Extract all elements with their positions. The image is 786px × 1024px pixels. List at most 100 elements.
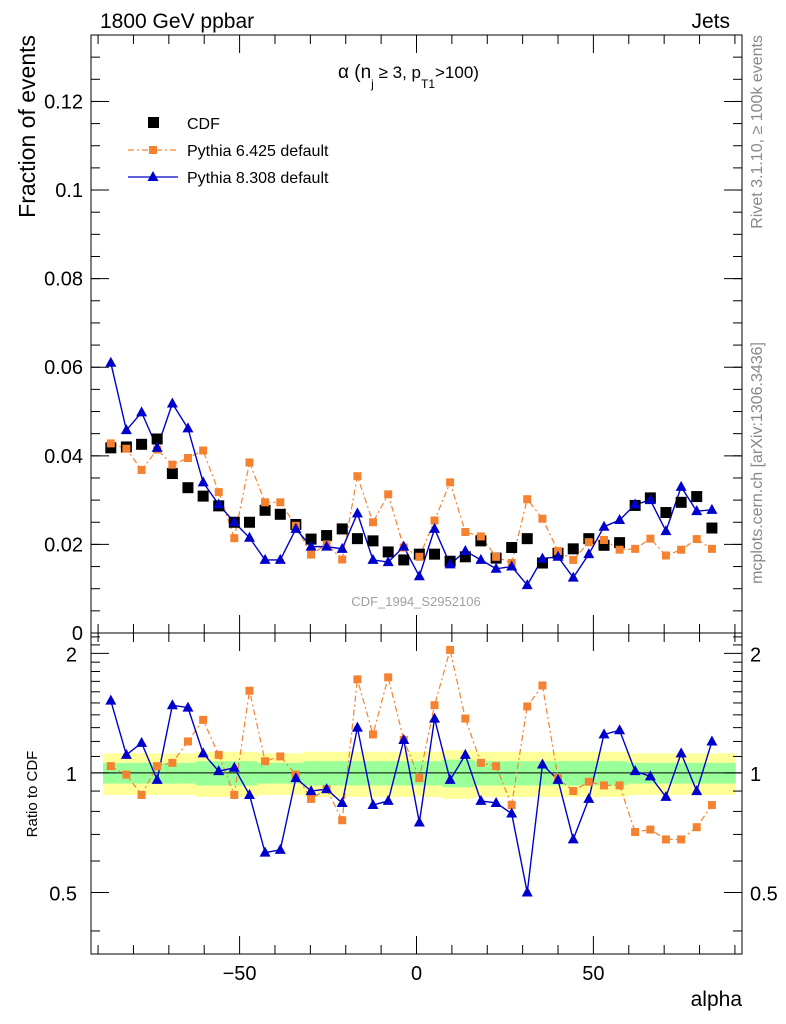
ratio-point-pythia8 — [290, 772, 302, 783]
data-point-pythia8 — [614, 514, 626, 525]
main-ytick-label: 0.1 — [55, 180, 83, 202]
data-point-pythia8 — [120, 424, 132, 435]
data-point-pythia8 — [197, 476, 209, 487]
ratio-point-pythia8 — [598, 728, 610, 739]
data-point-pythia8 — [321, 540, 333, 551]
ratio-point-pythia8 — [120, 748, 132, 759]
main-ytick-label: 0 — [72, 623, 83, 645]
ratio-point-pythia6 — [523, 702, 532, 711]
ratio-point-pythia8 — [151, 773, 163, 784]
data-point-pythia8 — [382, 556, 394, 567]
legend-label-pythia6: Pythia 6.425 default — [187, 143, 329, 160]
ratio-point-pythia8 — [244, 788, 256, 799]
data-point-cdf — [351, 533, 363, 545]
ratio-panel-frame — [90, 632, 743, 955]
ratio-point-pythia6 — [615, 781, 624, 790]
legend-label-pythia8: Pythia 8.308 default — [187, 170, 329, 187]
header-right: Jets — [691, 10, 730, 33]
data-point-pythia6 — [661, 551, 670, 560]
main-ytick-label: 0.06 — [44, 357, 83, 379]
data-point-pythia6 — [415, 552, 424, 561]
data-point-pythia6 — [446, 478, 455, 487]
ratio-point-pythia6 — [415, 774, 424, 783]
data-point-cdf — [197, 490, 209, 502]
data-point-cdf — [367, 535, 379, 547]
main-panel: 0 0.02 0.04 0.06 0.08 0.1 0.12 CDF_1994_S29521… — [14, 34, 743, 645]
ratio-point-pythia6 — [137, 790, 146, 799]
ratio-point-pythia6 — [646, 825, 655, 834]
data-point-cdf — [274, 508, 286, 520]
data-point-pythia8 — [459, 545, 471, 556]
main-title: α (nj ≥ 3, pT1>100) — [338, 62, 479, 91]
ratio-point-pythia6 — [307, 794, 316, 803]
data-point-cdf — [136, 438, 148, 450]
data-point-pythia8 — [583, 548, 595, 559]
ratio-point-pythia8 — [644, 770, 656, 781]
legend: CDF Pythia 6.425 default Pythia 8.308 de… — [128, 116, 329, 187]
ratio-xtick-label: 0 — [411, 963, 422, 985]
ratio-point-pythia6 — [276, 752, 285, 761]
data-point-cdf — [182, 482, 194, 494]
ratio-point-pythia8 — [675, 747, 687, 758]
data-point-pythia6 — [183, 454, 192, 463]
ratio-point-pythia8 — [351, 721, 363, 732]
main-watermark: CDF_1994_S2952106 — [351, 594, 480, 609]
ratio-point-pythia8 — [459, 748, 471, 759]
data-point-pythia6 — [230, 534, 239, 543]
data-point-pythia6 — [692, 535, 701, 544]
ratio-point-pythia6 — [338, 816, 347, 825]
ratio-point-pythia6 — [384, 673, 393, 682]
data-point-pythia8 — [521, 579, 533, 590]
ratio-point-pythia6 — [692, 823, 701, 832]
ratio-xlabel: alpha — [691, 988, 743, 1011]
data-point-pythia8 — [598, 520, 610, 531]
title-sub1: j — [370, 77, 374, 91]
ratio-point-pythia8 — [706, 735, 718, 746]
ratio-point-pythia6 — [214, 750, 223, 759]
ratio-point-pythia6 — [446, 645, 455, 654]
data-point-cdf — [398, 554, 410, 566]
data-point-pythia8 — [398, 540, 410, 551]
data-point-pythia6 — [122, 444, 131, 453]
ratio-point-pythia8 — [691, 785, 703, 796]
title-suffix: >100) — [435, 63, 479, 82]
ratio-point-pythia8 — [398, 734, 410, 745]
ratio-xtick-label: −50 — [223, 963, 257, 985]
data-point-pythia6 — [276, 498, 285, 507]
data-point-cdf — [305, 533, 317, 545]
data-point-cdf — [244, 516, 256, 528]
ratio-point-pythia8 — [583, 792, 595, 803]
data-point-pythia6 — [368, 518, 377, 527]
title-sub2: T1 — [421, 77, 435, 91]
data-point-pythia8 — [691, 505, 703, 516]
ratio-point-pythia6 — [538, 681, 547, 690]
main-ytick-label: 0.08 — [44, 269, 83, 291]
data-point-pythia6 — [261, 498, 270, 507]
data-point-cdf — [660, 507, 672, 519]
data-point-pythia8 — [475, 553, 487, 564]
data-point-cdf — [459, 551, 471, 563]
data-point-pythia8 — [136, 406, 148, 417]
data-point-cdf — [614, 537, 626, 549]
ratio-point-pythia6 — [707, 801, 716, 810]
data-point-pythia8 — [429, 522, 441, 533]
data-point-cdf — [567, 543, 579, 555]
data-point-cdf — [259, 504, 271, 516]
ratio-point-pythia8 — [367, 799, 379, 810]
data-point-pythia6 — [307, 550, 316, 559]
data-point-pythia8 — [228, 516, 240, 527]
ratio-point-pythia8 — [429, 712, 441, 723]
ratio-point-pythia6 — [245, 686, 254, 695]
ratio-point-pythia8 — [136, 736, 148, 747]
data-point-pythia6 — [600, 535, 609, 544]
ratio-point-pythia8 — [228, 761, 240, 772]
ratio-point-pythia8 — [552, 773, 564, 784]
ratio-xtick-label: 50 — [582, 963, 604, 985]
data-point-pythia8 — [244, 531, 256, 542]
data-point-pythia6 — [168, 460, 177, 469]
legend-marker-pythia8 — [147, 171, 159, 181]
data-point-pythia6 — [631, 544, 640, 553]
data-point-cdf — [429, 548, 441, 560]
data-point-pythia8 — [629, 498, 641, 509]
data-point-pythia8 — [351, 507, 363, 518]
